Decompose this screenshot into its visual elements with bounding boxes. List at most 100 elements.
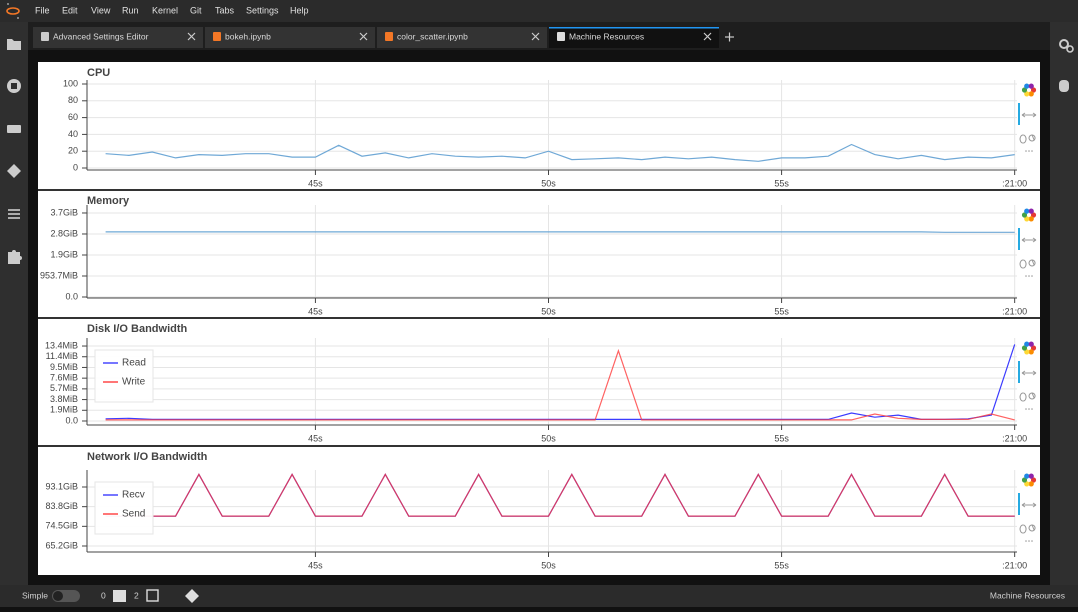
more-tool[interactable] — [1031, 540, 1033, 542]
status-right: Machine Resources — [990, 590, 1065, 600]
tab-icon — [385, 32, 393, 41]
menu-item[interactable]: Edit — [62, 5, 78, 15]
tab-label: color_scatter.ipynb — [397, 31, 468, 41]
menu-item[interactable]: Help — [290, 5, 309, 15]
more-tool[interactable] — [1025, 408, 1027, 410]
right-sidebar — [1050, 22, 1078, 585]
more-tool[interactable] — [1031, 408, 1033, 410]
y-tick-label: 65.2GiB — [45, 540, 78, 550]
more-tool[interactable] — [1028, 275, 1030, 277]
y-tick-label: 0.0 — [65, 415, 78, 425]
menu-item[interactable]: Run — [122, 5, 139, 15]
y-tick-label: 3.7GiB — [50, 207, 78, 217]
x-tick-label: 45s — [308, 433, 323, 443]
x-tick-label: :21:00 — [1002, 433, 1027, 443]
logo-dot — [1029, 349, 1034, 354]
tab-icon — [41, 32, 49, 41]
more-tool[interactable] — [1031, 150, 1033, 152]
y-tick-label: 0 — [73, 162, 78, 172]
logo-dot — [1029, 216, 1034, 221]
terminal-count: 0 — [101, 590, 106, 600]
logo-dot — [1024, 84, 1029, 89]
y-tick-label: 953.7MiB — [40, 270, 78, 280]
x-tick-label: 50s — [541, 306, 556, 316]
y-tick-label: 7.6MiB — [50, 373, 78, 383]
logo-dot — [1024, 342, 1029, 347]
x-tick-label: 45s — [308, 306, 323, 316]
chart-title: CPU — [87, 67, 110, 79]
y-tick-label: 74.5GiB — [45, 521, 78, 531]
chart-separator — [38, 189, 1040, 191]
more-tool[interactable] — [1028, 150, 1030, 152]
menu-item[interactable]: View — [91, 5, 111, 15]
x-tick-label: 45s — [308, 560, 323, 570]
chart-title: Disk I/O Bandwidth — [87, 323, 188, 335]
y-tick-label: 80 — [68, 95, 78, 105]
left-sidebar — [0, 22, 28, 585]
x-tick-label: :21:00 — [1002, 560, 1027, 570]
active-tool — [1018, 228, 1020, 250]
x-tick-label: :21:00 — [1002, 306, 1027, 316]
active-tool — [1018, 103, 1020, 125]
x-tick-label: 45s — [308, 178, 323, 188]
logo-dot — [1029, 84, 1034, 89]
chart-title: Network I/O Bandwidth — [87, 451, 208, 463]
more-tool[interactable] — [1025, 540, 1027, 542]
logo-dot — [1029, 209, 1034, 214]
tab-indicator — [549, 27, 719, 29]
legend-label: Read — [122, 358, 146, 369]
terminal-icon[interactable] — [113, 590, 126, 602]
y-tick-label: 1.9GiB — [50, 249, 78, 259]
toggle-knob — [53, 591, 63, 601]
tab-label: Machine Resources — [569, 31, 644, 41]
legend-label: Write — [122, 377, 146, 388]
active-tool — [1018, 493, 1020, 515]
y-tick-label: 83.8GiB — [45, 501, 78, 511]
x-tick-label: :21:00 — [1002, 178, 1027, 188]
tab-label: Advanced Settings Editor — [53, 31, 149, 41]
y-tick-label: 100 — [63, 78, 78, 88]
y-tick-label: 5.7MiB — [50, 383, 78, 393]
y-tick-label: 40 — [68, 129, 78, 139]
menu-item[interactable]: Tabs — [215, 5, 235, 15]
more-tool[interactable] — [1025, 150, 1027, 152]
resources-icon[interactable] — [7, 125, 21, 133]
more-tool[interactable] — [1028, 540, 1030, 542]
debugger-icon[interactable] — [1059, 80, 1069, 92]
y-tick-label: 11.4MiB — [46, 351, 78, 361]
more-tool[interactable] — [1028, 408, 1030, 410]
legend-label: Send — [122, 509, 145, 520]
more-tool[interactable] — [1031, 275, 1033, 277]
y-tick-label: 9.5MiB — [50, 362, 78, 372]
extensions-icon[interactable] — [8, 250, 22, 264]
status-bar — [0, 585, 1078, 607]
x-tick-label: 55s — [774, 560, 789, 570]
x-tick-label: 55s — [774, 178, 789, 188]
menu-item[interactable]: Kernel — [152, 5, 178, 15]
logo-dot — [1024, 474, 1029, 479]
tab-icon — [213, 32, 221, 41]
menu-item[interactable]: Git — [190, 5, 202, 15]
menu-item[interactable]: File — [35, 5, 50, 15]
logo-dot — [1029, 474, 1034, 479]
y-tick-label: 20 — [68, 146, 78, 156]
y-tick-label: 93.1GiB — [45, 481, 78, 491]
kernel-count: 2 — [134, 590, 139, 600]
logo-dot — [1029, 342, 1034, 347]
logo-dot — [1024, 209, 1029, 214]
x-tick-label: 50s — [541, 178, 556, 188]
x-tick-label: 50s — [541, 560, 556, 570]
active-tool — [1018, 361, 1020, 383]
menu-item[interactable]: Settings — [246, 5, 279, 15]
x-tick-label: 55s — [774, 433, 789, 443]
running-icon[interactable] — [7, 79, 21, 93]
more-tool[interactable] — [1025, 275, 1027, 277]
mode-label: Simple — [22, 590, 48, 600]
x-tick-label: 55s — [774, 306, 789, 316]
y-tick-label: 0.0 — [65, 291, 78, 301]
y-tick-label: 2.8GiB — [50, 228, 78, 238]
chart-title: Memory — [87, 195, 130, 207]
y-tick-label: 3.8MiB — [50, 394, 78, 404]
